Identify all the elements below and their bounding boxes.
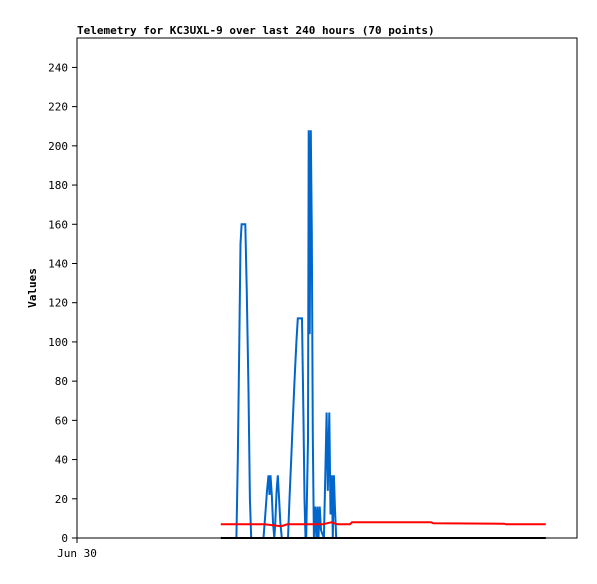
y-tick-label: 220 [48,101,68,114]
y-tick-label: 0 [61,532,68,545]
x-tick-label: Jun 30 [57,547,97,560]
y-axis-label: Values [26,268,39,308]
series-line-1 [232,130,338,539]
series-line-2 [220,521,546,528]
y-tick-label: 180 [48,179,68,192]
y-tick-label: 40 [55,454,68,467]
y-tick-label: 60 [55,414,68,427]
y-tick-label: 200 [48,140,68,153]
y-tick-label: 120 [48,297,68,310]
y-tick-label: 100 [48,336,68,349]
y-tick-label: 20 [55,493,68,506]
y-tick-label: 240 [48,61,68,74]
y-axis-ticks: 0 20 40 60 80 100 120 140 160 180 200 220 240 [48,61,77,545]
y-tick-label: 80 [55,375,68,388]
chart-title: Telemetry for KC3UXL-9 over last 240 hou… [77,24,435,37]
y-tick-label: 160 [48,218,68,231]
y-tick-label: 140 [48,257,68,270]
x-axis-ticks: Jun 30 [57,538,97,560]
series-layer [220,130,546,539]
